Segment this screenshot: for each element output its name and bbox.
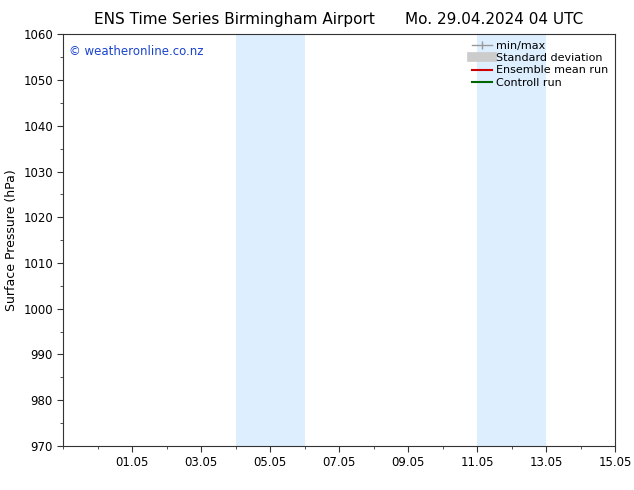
Bar [477, 34, 546, 446]
Text: Mo. 29.04.2024 04 UTC: Mo. 29.04.2024 04 UTC [405, 12, 584, 27]
Text: © weatheronline.co.nz: © weatheronline.co.nz [69, 45, 204, 58]
Legend: min/max, Standard deviation, Ensemble mean run, Controll run: min/max, Standard deviation, Ensemble me… [467, 37, 612, 92]
Bar [236, 34, 305, 446]
Y-axis label: Surface Pressure (hPa): Surface Pressure (hPa) [4, 169, 18, 311]
Text: ENS Time Series Birmingham Airport: ENS Time Series Birmingham Airport [94, 12, 375, 27]
